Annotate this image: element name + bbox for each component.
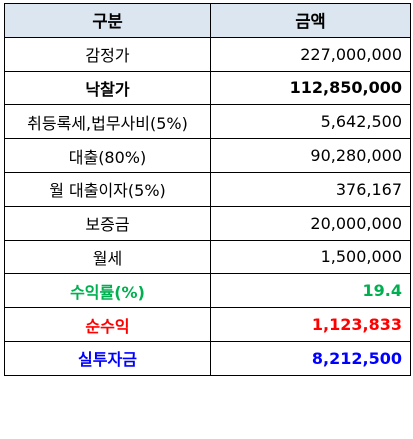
row-monthly-rent: 월세 1,500,000 xyxy=(4,239,411,275)
monthly-rent-label[interactable]: 월세 xyxy=(4,239,211,275)
appraisal-value-amount[interactable]: 227,000,000 xyxy=(210,36,411,72)
row-monthly-interest: 월 대출이자(5%) 376,167 xyxy=(4,171,411,207)
yield-rate-amount[interactable]: 19.4 xyxy=(210,273,411,309)
net-profit-amount[interactable]: 1,123,833 xyxy=(210,307,411,342)
monthly-rent-amount[interactable]: 1,500,000 xyxy=(210,239,411,275)
net-profit-label[interactable]: 순수익 xyxy=(4,307,211,342)
row-deposit: 보증금 20,000,000 xyxy=(4,205,411,241)
header-category: 구분 xyxy=(4,3,211,38)
deposit-label[interactable]: 보증금 xyxy=(4,205,211,241)
monthly-interest-label[interactable]: 월 대출이자(5%) xyxy=(4,171,211,207)
winning-bid-label[interactable]: 낙찰가 xyxy=(4,70,211,106)
yield-rate-label[interactable]: 수익률(%) xyxy=(4,273,211,309)
acquisition-tax-amount[interactable]: 5,642,500 xyxy=(210,104,411,140)
row-acquisition-tax: 취등록세,법무사비(5%) 5,642,500 xyxy=(4,104,411,140)
monthly-interest-amount[interactable]: 376,167 xyxy=(210,171,411,207)
loan-amount[interactable]: 90,280,000 xyxy=(210,138,411,173)
actual-investment-amount[interactable]: 8,212,500 xyxy=(210,340,411,376)
investment-summary-table: 구분 금액 감정가 227,000,000 낙찰가 112,850,000 취등… xyxy=(4,3,411,376)
row-appraisal-value: 감정가 227,000,000 xyxy=(4,36,411,72)
header-amount: 금액 xyxy=(210,3,411,38)
header-row: 구분 금액 xyxy=(4,3,411,38)
deposit-amount[interactable]: 20,000,000 xyxy=(210,205,411,241)
row-loan: 대출(80%) 90,280,000 xyxy=(4,138,411,173)
loan-label[interactable]: 대출(80%) xyxy=(4,138,211,173)
row-net-profit: 순수익 1,123,833 xyxy=(4,307,411,342)
actual-investment-label[interactable]: 실투자금 xyxy=(4,340,211,376)
appraisal-value-label[interactable]: 감정가 xyxy=(4,36,211,72)
row-actual-investment: 실투자금 8,212,500 xyxy=(4,340,411,376)
winning-bid-amount[interactable]: 112,850,000 xyxy=(210,70,411,106)
row-yield-rate: 수익률(%) 19.4 xyxy=(4,273,411,309)
acquisition-tax-label[interactable]: 취등록세,법무사비(5%) xyxy=(4,104,211,140)
row-winning-bid: 낙찰가 112,850,000 xyxy=(4,70,411,106)
